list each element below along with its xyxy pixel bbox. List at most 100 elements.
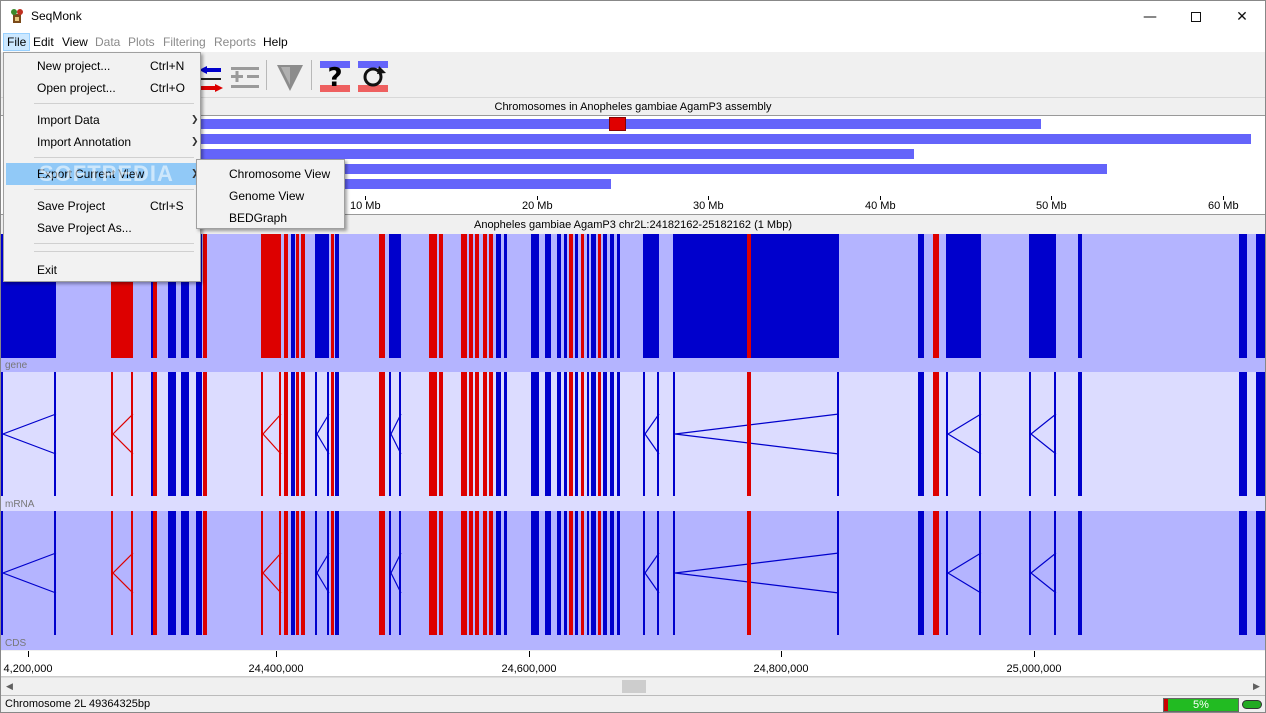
tick-mark (708, 196, 709, 200)
feature-block (284, 234, 288, 358)
feature-block (575, 234, 578, 358)
chromosome-bar[interactable] (201, 134, 1251, 144)
feature-block (933, 372, 939, 496)
feature-exon (279, 511, 281, 635)
feature-block (603, 372, 607, 496)
feature-exon (327, 511, 329, 635)
feature-exon (389, 511, 391, 635)
menu-plots[interactable]: Plots (128, 35, 155, 49)
current-region-marker[interactable] (609, 117, 626, 131)
menu-filtering[interactable]: Filtering (163, 35, 206, 49)
feature-block (331, 511, 334, 635)
submenu-bedgraph[interactable]: BEDGraph (229, 211, 288, 225)
bp-tick-label: 24,800,000 (753, 663, 809, 675)
horizontal-scrollbar[interactable]: ◀ ▶ (1, 677, 1265, 694)
close-button[interactable]: ✕ (1219, 1, 1265, 32)
feature-block (603, 511, 607, 635)
feature-block (581, 372, 584, 496)
menu-reports[interactable]: Reports (214, 35, 257, 49)
mb-tick-label: 40 Mb (865, 200, 896, 212)
menu-item-label: Import Data (37, 113, 100, 127)
feature-block (181, 511, 189, 635)
feature-exon (279, 372, 281, 496)
menu-file[interactable]: File (3, 33, 31, 51)
minimize-button[interactable]: — (1127, 1, 1173, 32)
feature-exon (643, 372, 645, 496)
feature-tracks-panel[interactable]: gene mRNA CDS (1, 234, 1265, 650)
feature-exon (837, 372, 839, 496)
menu-save-project-as[interactable]: Save Project As... (6, 217, 198, 239)
menu-new-project[interactable]: New project... Ctrl+N (6, 55, 198, 77)
feature-block (504, 372, 507, 496)
chromosome-bar[interactable] (201, 149, 914, 159)
menu-import-annotation[interactable]: Import Annotation ❯ (6, 131, 199, 153)
feature-block (181, 234, 189, 358)
feature-exon (399, 511, 401, 635)
menu-data[interactable]: Data (95, 35, 121, 49)
feature-block (203, 372, 207, 496)
plus-minus-tracks-icon[interactable] (229, 57, 263, 93)
feature-intron-line (946, 552, 982, 594)
memory-usage-bar: 5% (1163, 698, 1239, 712)
feature-exon (315, 372, 317, 496)
feature-block (335, 511, 339, 635)
menu-view[interactable]: View (62, 35, 88, 49)
feature-intron-line (1030, 552, 1057, 594)
mrna-track[interactable]: mRNA (1, 372, 1265, 511)
feature-block (617, 234, 620, 358)
feature-direction-icon[interactable] (197, 57, 231, 93)
export-submenu: Chromosome View Genome View BEDGraph (196, 159, 345, 229)
chromosome-bar[interactable] (201, 179, 611, 189)
track-label-gene: gene (5, 360, 28, 371)
menu-save-project[interactable]: Save Project Ctrl+S (6, 195, 198, 217)
chromosome-bar[interactable] (201, 164, 1107, 174)
feature-block (504, 511, 507, 635)
feature-block (301, 372, 305, 496)
feature-exon (657, 372, 659, 496)
scroll-right-button[interactable]: ▶ (1248, 678, 1265, 695)
filter-funnel-icon[interactable] (273, 57, 307, 93)
feature-block (557, 234, 561, 358)
menu-open-project[interactable]: Open project... Ctrl+O (6, 77, 198, 99)
chevron-left-icon: ◀ (6, 681, 13, 692)
feature-block (379, 511, 385, 635)
toolbar: ? (1, 52, 1265, 98)
garbage-collect-icon[interactable] (1242, 700, 1262, 709)
maximize-button[interactable] (1173, 1, 1219, 32)
feature-block (315, 234, 329, 358)
scroll-thumb[interactable] (622, 680, 646, 693)
feature-block (545, 372, 551, 496)
scroll-left-button[interactable]: ◀ (1, 678, 18, 695)
menu-exit[interactable]: Exit (6, 259, 198, 281)
submenu-chromosome-view[interactable]: Chromosome View (229, 167, 331, 181)
cds-track[interactable]: CDS (1, 511, 1265, 650)
tick-mark (781, 651, 782, 657)
refresh-icon[interactable] (356, 57, 390, 93)
feature-block (581, 511, 584, 635)
menu-edit[interactable]: Edit (33, 35, 54, 49)
feature-block (331, 372, 334, 496)
menu-import-data[interactable]: Import Data ❯ (6, 109, 199, 131)
gene-track[interactable]: gene (1, 234, 1265, 372)
tick-mark (880, 196, 881, 200)
submenu-genome-view[interactable]: Genome View (229, 189, 305, 203)
feature-block (591, 511, 596, 635)
feature-block (575, 511, 578, 635)
feature-block (335, 234, 339, 358)
feature-block (296, 372, 299, 496)
help-question-icon[interactable]: ? (318, 57, 352, 93)
feature-exon (979, 372, 981, 496)
feature-block (569, 234, 573, 358)
menu-export-current-view[interactable]: Export Current View ❯ (6, 163, 199, 185)
feature-exon (1054, 372, 1056, 496)
feature-block (1078, 234, 1082, 358)
feature-block (598, 372, 601, 496)
feature-exon (261, 511, 263, 635)
menu-help[interactable]: Help (263, 35, 288, 49)
feature-intron-line (390, 552, 402, 594)
feature-block (610, 372, 614, 496)
feature-intron-line (112, 552, 134, 594)
feature-block (918, 372, 924, 496)
feature-block (483, 511, 487, 635)
